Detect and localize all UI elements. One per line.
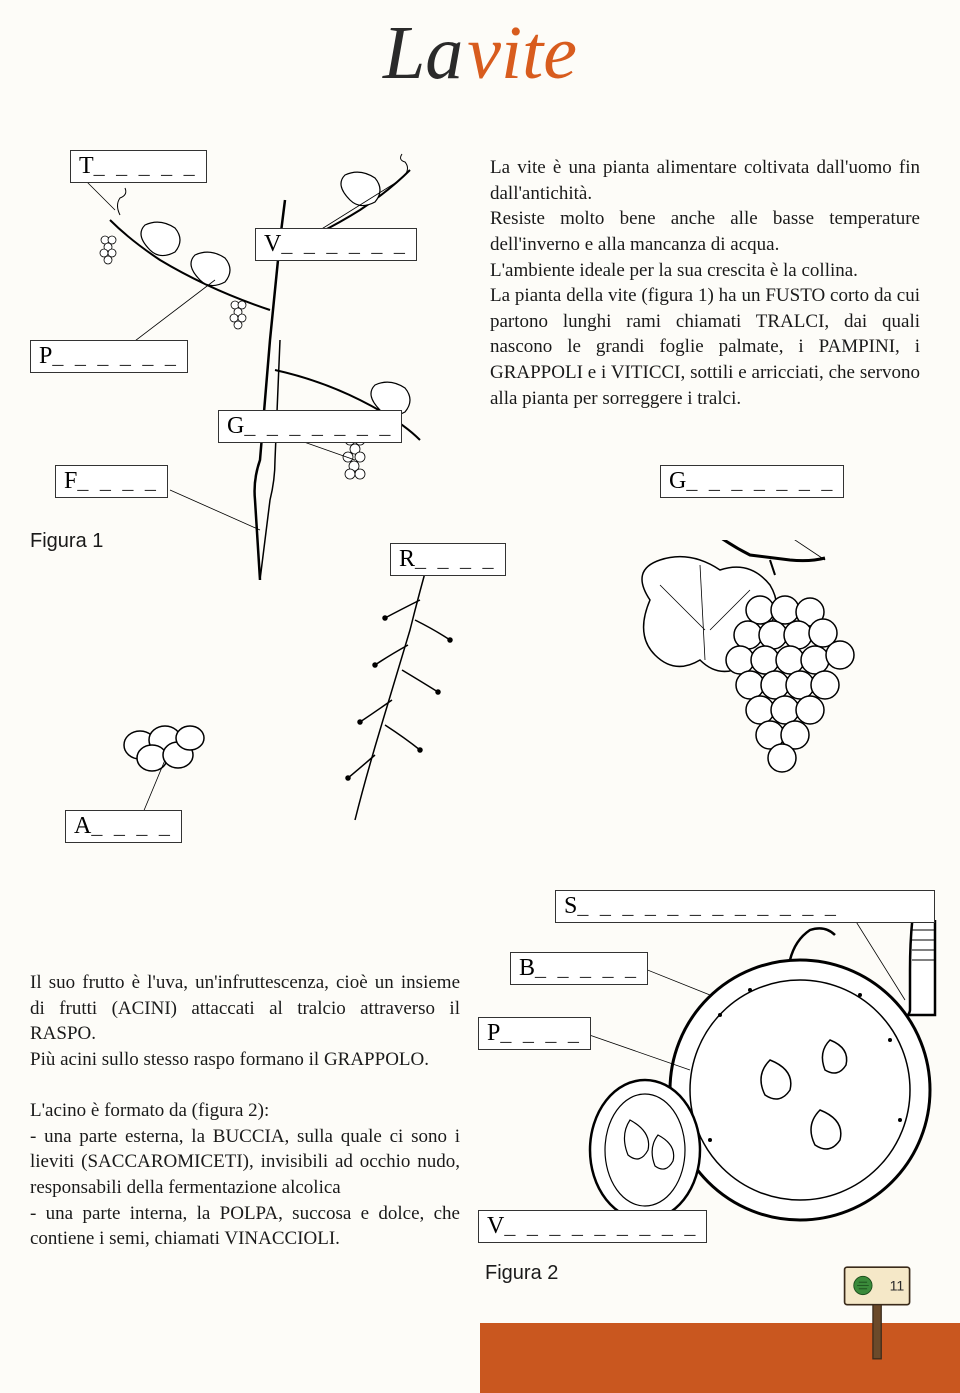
title-word-vite: vite [467, 11, 577, 95]
label-b-blanks: _ _ _ _ _ [535, 955, 639, 980]
label-b-letter: B [519, 955, 535, 981]
p2-line4: - una parte esterna, la BUCCIA, sulla qu… [30, 1126, 460, 1198]
label-p1-letter: P [39, 343, 52, 369]
page-title: La vite [0, 10, 960, 97]
paragraph-fruit: Il suo frutto è l'uva, un'infruttescenza… [30, 970, 460, 1252]
label-r-blanks: _ _ _ _ [415, 546, 497, 571]
label-a-letter: A [74, 813, 91, 839]
label-f-letter: F [64, 468, 77, 494]
label-t[interactable]: T_ _ _ _ _ [70, 150, 207, 183]
label-g1-blanks: _ _ _ _ _ _ _ [244, 413, 393, 438]
page-number-sign: 11 [830, 1263, 925, 1363]
label-r-raspo[interactable]: R_ _ _ _ [390, 543, 506, 576]
p2-line5: - una parte interna, la POLPA, succosa e… [30, 1203, 460, 1250]
p2-line3: L'acino è formato da (figura 2): [30, 1100, 269, 1121]
label-p-polpa[interactable]: P_ _ _ _ [478, 1017, 591, 1050]
label-v-vinaccioli[interactable]: V_ _ _ _ _ _ _ _ _ [478, 1210, 707, 1243]
label-s-blanks: _ _ _ _ _ _ _ _ _ _ _ _ [577, 893, 839, 918]
label-s-letter: S [564, 893, 577, 919]
label-f-blanks: _ _ _ _ [77, 468, 159, 493]
label-g-grappolo[interactable]: G_ _ _ _ _ _ _ [660, 465, 844, 498]
figure2-caption: Figura 2 [485, 1262, 558, 1285]
label-g-grappoli[interactable]: G_ _ _ _ _ _ _ [218, 410, 402, 443]
label-a-acini[interactable]: A_ _ _ _ [65, 810, 182, 843]
p2-line2: Più acini sullo stesso raspo formano il … [30, 1049, 429, 1070]
p1-line2: Resiste molto bene anche alle basse temp… [490, 208, 920, 255]
middle-illustrations [70, 540, 940, 860]
p1-line4: La pianta della vite (figura 1) ha un FU… [490, 285, 920, 409]
label-v-viticci[interactable]: V_ _ _ _ _ _ [255, 228, 417, 261]
label-r-letter: R [399, 546, 415, 572]
label-v1-blanks: _ _ _ _ _ _ [281, 231, 408, 256]
label-v2-blanks: _ _ _ _ _ _ _ _ _ [504, 1213, 698, 1238]
p1-line1: La vite è una pianta alimentare coltivat… [490, 157, 920, 204]
label-p2-letter: P [487, 1020, 500, 1046]
label-v1-letter: V [264, 231, 281, 257]
label-v2-letter: V [487, 1213, 504, 1239]
label-s-saccaromiceti[interactable]: S_ _ _ _ _ _ _ _ _ _ _ _ [555, 890, 935, 923]
p2-line1: Il suo frutto è l'uva, un'infruttescenza… [30, 972, 460, 1044]
label-t-letter: T [79, 153, 94, 179]
label-p-pampini[interactable]: P_ _ _ _ _ _ [30, 340, 188, 373]
label-p1-blanks: _ _ _ _ _ _ [52, 343, 179, 368]
label-f-fusto[interactable]: F_ _ _ _ [55, 465, 168, 498]
label-a-blanks: _ _ _ _ [91, 813, 173, 838]
label-t-blanks: _ _ _ _ _ [94, 153, 198, 178]
label-b-buccia[interactable]: B_ _ _ _ _ [510, 952, 648, 985]
label-g1-letter: G [227, 413, 244, 439]
label-p2-blanks: _ _ _ _ [500, 1020, 582, 1045]
page-number-text: 11 [890, 1279, 905, 1295]
title-word-la: La [383, 11, 463, 95]
p1-line3: L'ambiente ideale per la sua crescita è … [490, 260, 858, 281]
label-g2-letter: G [669, 468, 686, 494]
label-g2-blanks: _ _ _ _ _ _ _ [686, 468, 835, 493]
paragraph-intro: La vite è una pianta alimentare coltivat… [490, 155, 920, 411]
